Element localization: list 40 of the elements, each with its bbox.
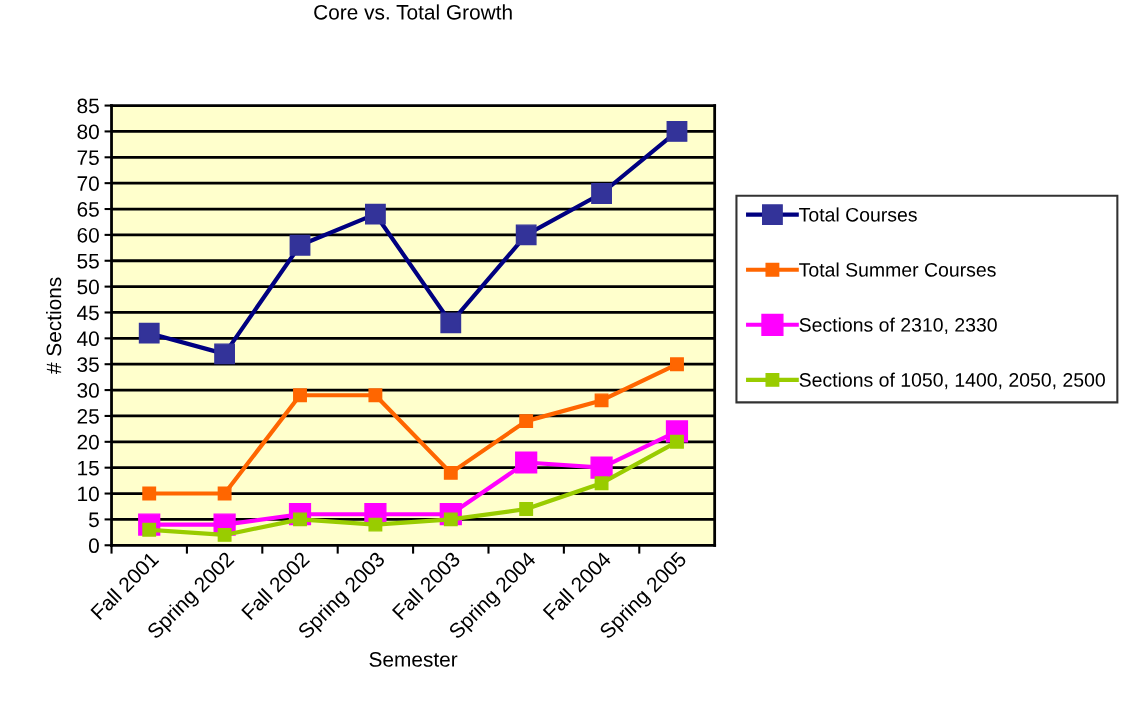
point [217, 527, 232, 542]
point [293, 388, 307, 403]
y-tick-label: 40 [77, 331, 99, 347]
legend-label: Total Courses [799, 207, 917, 222]
point [368, 517, 383, 532]
y-tick-label: 55 [77, 253, 99, 269]
y-axis-title: # Sections [46, 277, 62, 374]
point [670, 434, 684, 449]
point [594, 393, 609, 408]
y-tick-label: 10 [78, 486, 99, 502]
y-tick-label: 5 [88, 512, 99, 528]
y-tick-label: 70 [77, 176, 99, 191]
y-tick-label: 45 [77, 305, 99, 321]
point [590, 456, 613, 479]
y-tick-label: 65 [77, 202, 99, 217]
point [515, 451, 538, 474]
y-tick-label: 85 [77, 98, 99, 114]
point [594, 476, 609, 491]
point [670, 357, 684, 372]
y-tick-label: 20 [77, 434, 99, 450]
point [519, 414, 534, 429]
point [443, 465, 458, 480]
x-axis-title: Semester [369, 652, 458, 667]
y-tick-label: 25 [77, 408, 99, 424]
legend-label: Total Summer Courses [799, 262, 996, 277]
legend-label: Sections of 2310, 2330 [799, 317, 997, 335]
point [368, 388, 383, 403]
y-tick-label: 75 [77, 150, 99, 166]
y-tick-label: 35 [77, 357, 99, 372]
y-tick-label: 80 [77, 124, 99, 140]
y-tick-label: 0 [88, 538, 99, 554]
point [142, 486, 157, 501]
y-tick-label: 60 [77, 227, 99, 243]
point [519, 502, 534, 517]
y-tick-label: 15 [78, 460, 99, 476]
y-tick-label: 50 [77, 279, 99, 295]
y-tick-label: 30 [77, 383, 99, 398]
legend-label: Sections of 1050, 1400, 2050, 2500 [799, 372, 1105, 390]
chart-title: Core vs. Total Growth [314, 4, 512, 20]
point [217, 486, 232, 501]
